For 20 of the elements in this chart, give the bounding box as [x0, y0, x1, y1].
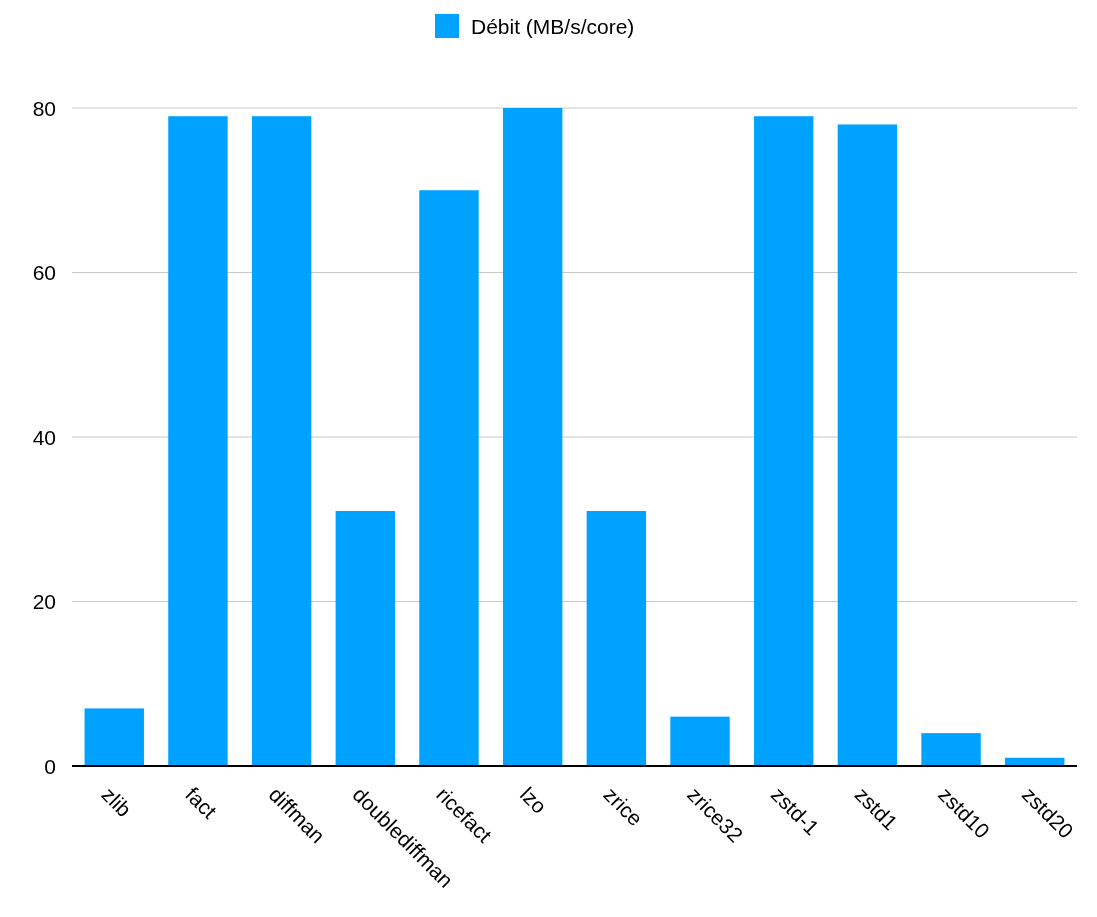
y-tick-label: 20 [32, 590, 56, 613]
bar [419, 190, 479, 766]
x-tick-label: zlib [97, 782, 136, 822]
x-tick-label: fact [181, 782, 222, 823]
y-tick-label: 60 [32, 261, 56, 284]
bar [251, 116, 312, 766]
bar [502, 108, 563, 766]
y-tick-label: 0 [44, 754, 56, 778]
y-tick-label: 40 [32, 425, 56, 449]
bar [837, 124, 898, 766]
bar [753, 116, 814, 766]
bar [335, 511, 396, 766]
bar [921, 733, 981, 766]
x-tick-label: lzo [515, 782, 552, 818]
bar [670, 716, 730, 766]
legend-label: Débit (MB/s/core) [471, 14, 635, 38]
y-tick-label: 80 [32, 96, 56, 120]
bar [84, 708, 144, 766]
bar [586, 511, 647, 766]
bar [168, 116, 228, 766]
